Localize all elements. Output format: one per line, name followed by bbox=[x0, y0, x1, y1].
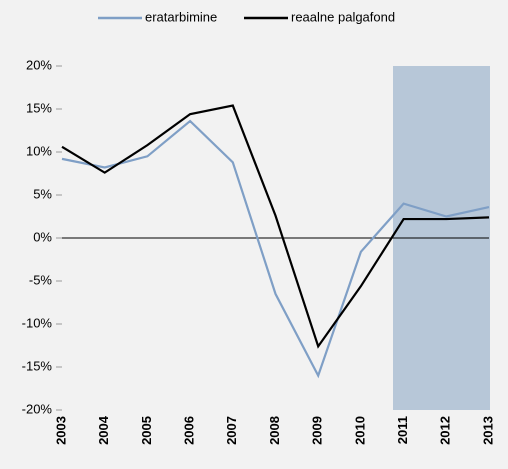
x-tick-label: 2008 bbox=[267, 416, 282, 445]
x-tick-label: 2013 bbox=[480, 416, 495, 445]
series-line bbox=[61, 104, 490, 349]
y-tick-label: 10% bbox=[26, 143, 52, 158]
legend-label: reaalne palgafond bbox=[291, 9, 395, 24]
y-tick-label: 5% bbox=[33, 186, 52, 201]
x-tick-label: 2012 bbox=[438, 416, 453, 445]
y-tick-label: -20% bbox=[22, 401, 53, 416]
x-tick-label: 2003 bbox=[53, 416, 68, 445]
x-tick-label: 2005 bbox=[139, 416, 154, 445]
y-tick-label: -5% bbox=[29, 272, 53, 287]
series-line bbox=[61, 119, 490, 379]
x-tick-label: 2004 bbox=[96, 415, 111, 445]
legend-label: eratarbimine bbox=[145, 9, 217, 24]
y-tick-label: -15% bbox=[22, 358, 53, 373]
x-tick-label: 2007 bbox=[224, 416, 239, 445]
y-tick-label: 0% bbox=[33, 229, 52, 244]
x-tick-label: 2006 bbox=[182, 416, 197, 445]
x-tick-label: 2010 bbox=[352, 416, 367, 445]
x-tick-label: 2009 bbox=[310, 416, 325, 445]
y-tick-label: -10% bbox=[22, 315, 53, 330]
x-tick-label: 2011 bbox=[395, 416, 410, 444]
y-tick-label: 20% bbox=[26, 57, 52, 72]
y-tick-label: 15% bbox=[26, 100, 52, 115]
